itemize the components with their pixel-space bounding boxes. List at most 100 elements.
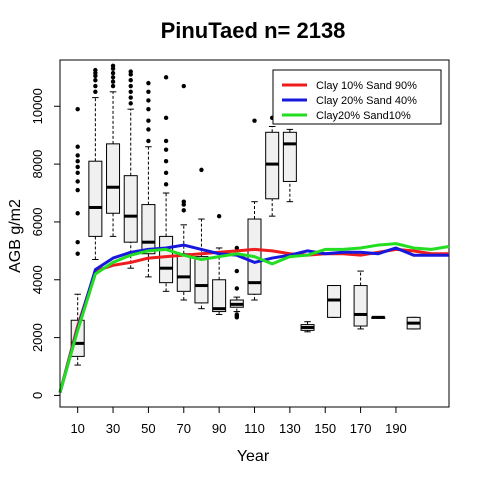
outlier-point <box>163 115 169 121</box>
outlier-point <box>93 67 98 73</box>
box-40 <box>123 69 138 269</box>
box-155 <box>327 285 342 318</box>
outlier-point <box>163 147 169 152</box>
box-140 <box>300 321 315 333</box>
box-10 <box>70 106 85 366</box>
series-lines <box>58 242 450 393</box>
outlier-point <box>234 286 240 291</box>
box-130 <box>282 128 297 203</box>
box-iqr <box>212 279 227 313</box>
y-tick-label: 10000 <box>30 88 45 124</box>
outlier-point <box>234 268 240 274</box>
x-tick-label: 150 <box>314 421 336 436</box>
box-120 <box>265 115 280 217</box>
y-tick-label: 0 <box>30 392 45 399</box>
outlier-point <box>181 208 186 213</box>
series-line-2 <box>58 243 449 393</box>
outlier-point <box>163 159 169 164</box>
outlier-point <box>75 239 80 245</box>
outlier-point <box>146 127 151 132</box>
box-90 <box>212 213 227 315</box>
outlier-point <box>110 63 116 68</box>
box-170 <box>353 270 368 330</box>
outlier-point <box>93 89 98 95</box>
outlier-point <box>181 199 186 204</box>
outlier-point <box>128 101 133 106</box>
outlier-point <box>146 118 151 123</box>
x-tick-label: 30 <box>106 421 120 436</box>
outlier-point <box>75 179 80 184</box>
x-tick-label: 110 <box>244 421 265 436</box>
x-tick-label: 190 <box>385 421 407 436</box>
outlier-point <box>216 213 222 219</box>
box-180 <box>371 315 386 319</box>
outlier-point <box>128 89 133 95</box>
y-axis-label: AGB g/m2 <box>7 199 24 273</box>
outlier-point <box>75 153 80 158</box>
outlier-point <box>146 98 151 103</box>
box-iqr <box>282 131 297 182</box>
box-50 <box>141 80 156 278</box>
outlier-point <box>110 75 116 80</box>
box-iqr <box>353 285 368 327</box>
box-70 <box>176 83 191 301</box>
legend-label-3: Clay20% Sand10% <box>316 110 411 122</box>
box-100 <box>229 245 244 320</box>
outlier-point <box>75 170 80 175</box>
y-tick-label: 6000 <box>30 207 45 236</box>
legend: Clay 10% Sand 90% Clay 20% Sand 40% Clay20… <box>272 69 442 125</box>
y-tick-label: 2000 <box>30 323 45 352</box>
outlier-point <box>163 182 169 187</box>
y-tick-label: 4000 <box>30 265 45 294</box>
box-110 <box>247 118 262 301</box>
x-axis-label: Year <box>237 448 270 465</box>
box-20 <box>88 67 103 261</box>
x-axis: 10 30 50 70 90 110 130 150 170 190 <box>70 406 407 436</box>
outlier-point <box>234 245 240 251</box>
series-line-3 <box>58 242 450 393</box>
box-iqr <box>106 143 121 214</box>
outlier-point <box>146 80 151 86</box>
legend-label-1: Clay 10% Sand 90% <box>316 80 417 92</box>
outlier-point <box>75 159 80 164</box>
outlier-point <box>181 83 186 89</box>
chart-title: PinuTaed n= 2138 <box>161 18 346 43</box>
x-tick-label: 170 <box>350 421 372 436</box>
box-iqr <box>123 175 138 243</box>
box-200 <box>406 316 421 330</box>
outlier-point <box>163 170 169 175</box>
y-axis: 0 2000 4000 6000 8000 10000 <box>30 88 61 399</box>
box-60 <box>159 75 174 292</box>
outlier-point <box>146 89 151 95</box>
outlier-point <box>75 211 80 216</box>
outlier-point <box>128 83 133 89</box>
outlier-point <box>110 83 116 89</box>
x-tick-label: 50 <box>141 421 155 436</box>
box-iqr <box>70 319 85 357</box>
outlier-point <box>146 138 151 144</box>
outlier-point <box>146 106 151 112</box>
outlier-point <box>75 106 80 112</box>
box-30 <box>106 63 121 237</box>
outlier-point <box>128 69 133 74</box>
box-iqr <box>88 160 103 237</box>
outlier-point <box>110 79 116 84</box>
outlier-point <box>75 144 80 149</box>
x-tick-label: 130 <box>279 421 301 436</box>
outlier-point <box>234 312 240 317</box>
x-tick-label: 10 <box>70 421 84 436</box>
box-iqr <box>159 235 174 284</box>
outlier-point <box>252 118 257 123</box>
outlier-point <box>75 251 80 256</box>
box-iqr <box>176 253 191 292</box>
outlier-point <box>93 78 98 83</box>
outlier-point <box>128 78 133 83</box>
legend-label-2: Clay 20% Sand 40% <box>316 95 417 107</box>
x-tick-label: 90 <box>212 421 226 436</box>
box-iqr <box>194 256 209 304</box>
outlier-point <box>128 95 133 100</box>
box-80 <box>194 167 209 310</box>
outlier-point <box>163 138 169 144</box>
box-iqr <box>141 204 156 255</box>
